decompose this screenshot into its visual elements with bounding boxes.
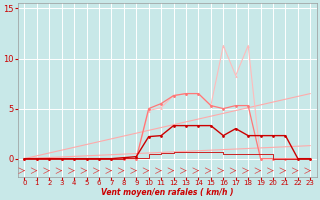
X-axis label: Vent moyen/en rafales ( km/h ): Vent moyen/en rafales ( km/h ) — [101, 188, 234, 197]
